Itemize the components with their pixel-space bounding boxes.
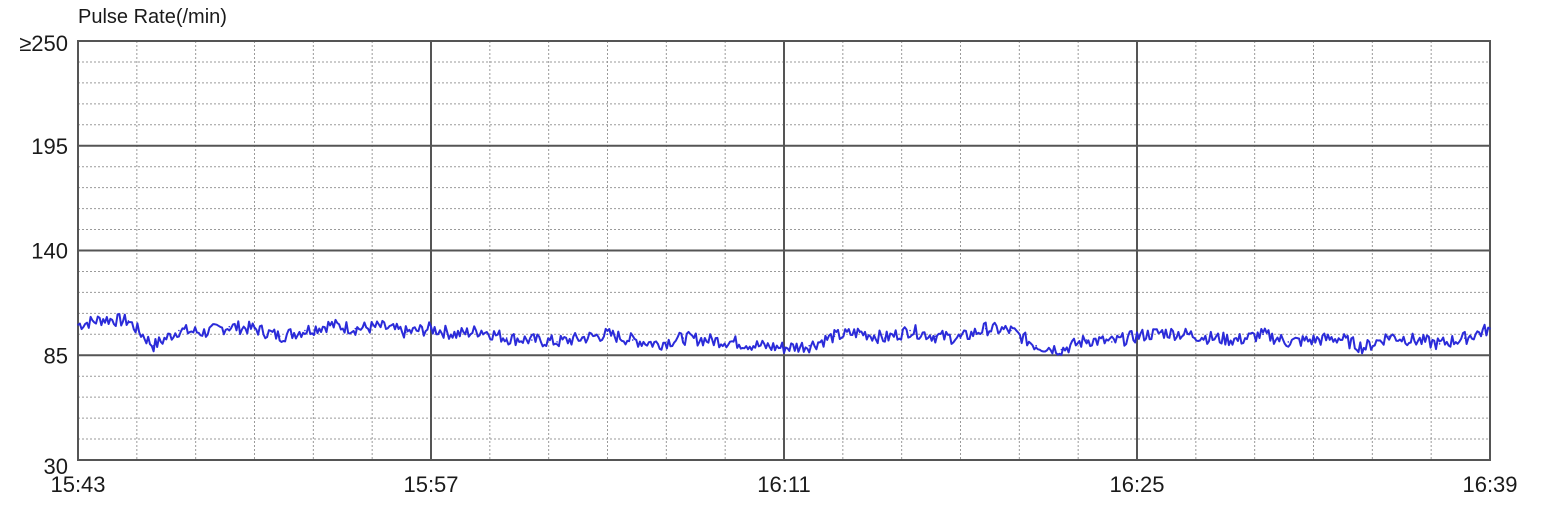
data-point (1363, 346, 1365, 349)
data-point (531, 339, 533, 341)
data-point (1237, 339, 1239, 341)
data-point (1211, 337, 1214, 339)
data-point (304, 329, 306, 332)
x-tick-label: 15:57 (403, 472, 458, 497)
data-point (1085, 339, 1088, 341)
data-point (77, 323, 79, 326)
data-point (1110, 341, 1113, 343)
data-point (152, 344, 155, 347)
x-tick-label: 16:25 (1109, 472, 1164, 497)
data-point (228, 325, 231, 328)
chart-title: Pulse Rate(/min) (78, 6, 227, 28)
y-tick-label: ≥250 (19, 31, 68, 56)
y-tick-label: 85 (44, 343, 68, 368)
data-point (682, 337, 684, 339)
data-point (329, 323, 331, 326)
data-point (606, 333, 609, 336)
x-tick-label: 16:11 (757, 472, 810, 497)
data-point (884, 337, 886, 339)
data-point (1186, 333, 1189, 336)
data-point (732, 341, 735, 343)
data-point (909, 329, 911, 332)
data-point (404, 331, 407, 334)
data-point (783, 346, 785, 349)
data-point (934, 335, 937, 338)
data-point (102, 318, 105, 320)
x-tick-label: 16:39 (1462, 472, 1517, 497)
data-point (278, 335, 281, 338)
data-point (581, 337, 584, 339)
data-point (253, 327, 256, 330)
plot-frame (77, 40, 1491, 461)
data-point (959, 337, 962, 339)
data-point (556, 341, 558, 343)
data-point (1287, 341, 1290, 343)
data-point (480, 329, 483, 332)
data-point (757, 344, 760, 347)
data-point (178, 329, 180, 332)
data-point (631, 339, 634, 341)
data-point (127, 320, 130, 322)
data-point (1413, 339, 1416, 341)
data-point (858, 331, 861, 334)
data-point (1312, 339, 1315, 341)
data-point (1463, 337, 1466, 339)
data-point (1136, 335, 1138, 338)
data-point (1161, 331, 1164, 334)
data-point (1489, 327, 1491, 330)
data-point (1438, 343, 1441, 345)
data-point (707, 339, 710, 341)
data-point (833, 335, 836, 338)
series-line-pulse-rate (77, 313, 1491, 356)
data-point (455, 333, 458, 336)
data-point (1035, 344, 1037, 347)
x-tick-label: 15:43 (50, 472, 105, 497)
data-point (505, 337, 508, 339)
data-point (808, 344, 811, 347)
y-tick-label: 140 (31, 239, 68, 264)
data-point (1060, 348, 1063, 351)
data-point (1010, 329, 1012, 332)
y-tick-label: 30 (44, 454, 68, 479)
data-point (1337, 337, 1340, 339)
data-point (354, 327, 357, 330)
data-point (657, 343, 659, 345)
data-point (430, 327, 432, 330)
data-point (1388, 335, 1390, 338)
data-point (984, 327, 987, 330)
data-point (379, 325, 382, 328)
data-point (203, 331, 205, 334)
y-tick-label: 195 (31, 134, 68, 159)
data-point (1262, 333, 1264, 336)
